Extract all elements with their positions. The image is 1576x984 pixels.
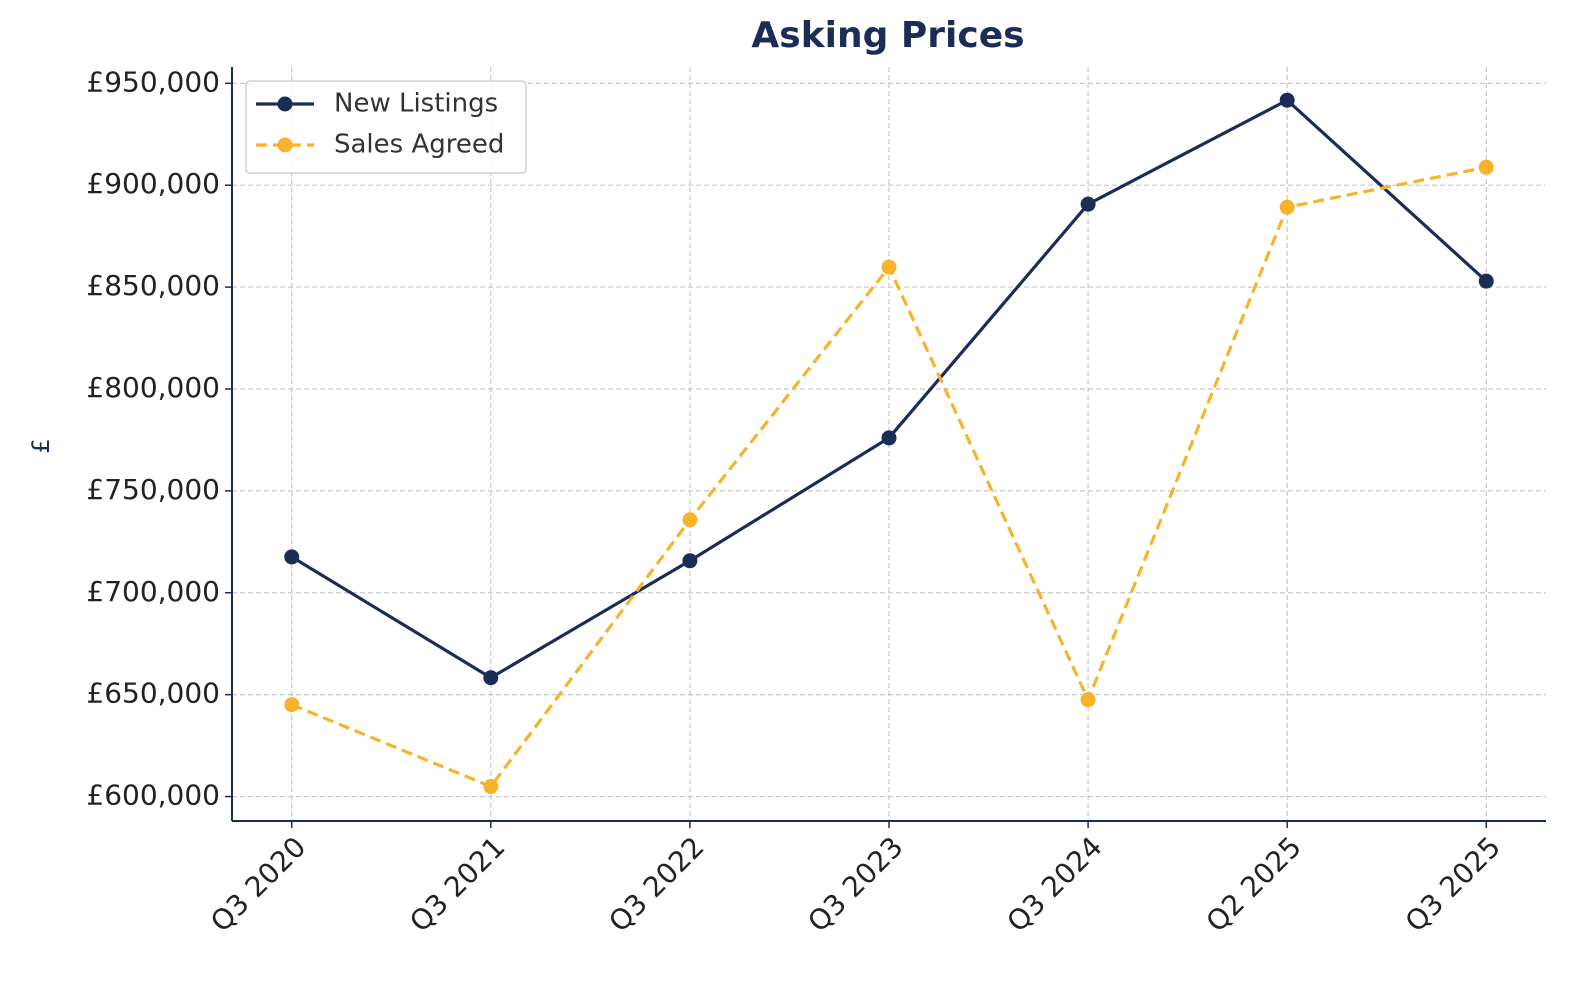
y-tick-label: £750,000 bbox=[86, 473, 220, 506]
x-tick-label: Q3 2022 bbox=[602, 830, 710, 938]
legend-label: New Listings bbox=[334, 89, 498, 119]
data-point bbox=[1279, 199, 1295, 215]
data-point bbox=[483, 670, 499, 686]
y-tick-label: £900,000 bbox=[86, 167, 220, 200]
legend-label: Sales Agreed bbox=[334, 130, 504, 160]
data-point bbox=[1478, 159, 1494, 175]
x-tick-label: Q3 2021 bbox=[403, 830, 511, 938]
data-point bbox=[1080, 692, 1096, 708]
y-axis-label: £ bbox=[27, 438, 55, 453]
legend-marker bbox=[277, 137, 293, 153]
y-tick-label: £650,000 bbox=[86, 677, 220, 710]
chart-title: Asking Prices bbox=[751, 15, 1024, 56]
x-tick-label: Q2 2025 bbox=[1200, 830, 1308, 938]
y-tick-label: £850,000 bbox=[86, 269, 220, 302]
y-tick-label: £700,000 bbox=[86, 575, 220, 608]
y-tick-label: £950,000 bbox=[86, 65, 220, 98]
data-point bbox=[1279, 92, 1295, 108]
x-tick-label: Q3 2020 bbox=[204, 830, 312, 938]
data-point bbox=[284, 697, 300, 713]
x-tick-label: Q3 2024 bbox=[1000, 830, 1108, 938]
y-tick-label: £600,000 bbox=[86, 779, 220, 812]
data-point bbox=[483, 779, 499, 795]
x-tick-label: Q3 2023 bbox=[801, 830, 909, 938]
data-point bbox=[284, 549, 300, 565]
x-tick-label: Q3 2025 bbox=[1399, 830, 1507, 938]
data-point bbox=[682, 553, 698, 569]
y-tick-label: £800,000 bbox=[86, 371, 220, 404]
data-point bbox=[1080, 196, 1096, 212]
data-point bbox=[1478, 273, 1494, 289]
data-point bbox=[881, 259, 897, 275]
legend-box bbox=[245, 80, 527, 174]
legend-marker bbox=[277, 96, 293, 112]
data-point bbox=[682, 512, 698, 528]
data-point bbox=[881, 430, 897, 446]
